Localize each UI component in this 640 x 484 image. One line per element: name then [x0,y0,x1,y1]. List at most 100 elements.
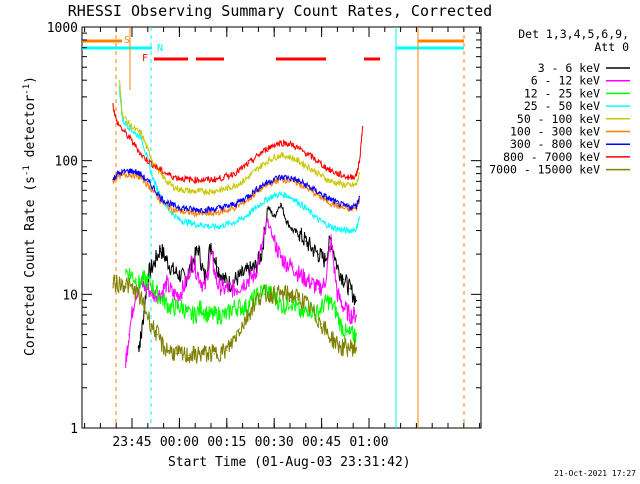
data-point [204,209,206,211]
data-point [166,173,168,175]
x-axis: 23:45 00:00 00:15 00:30 00:45 01:00 [84,27,481,450]
legend-header-attenuator: Att 0 [594,40,629,54]
data-point [163,346,165,349]
data-point [216,226,218,228]
data-point [182,354,184,356]
data-point [355,184,357,186]
data-point [273,180,275,182]
series-line [112,170,360,218]
data-point [191,222,193,224]
series-line [112,102,364,185]
data-point [197,179,199,181]
data-point [172,176,174,178]
data-point [324,259,326,261]
data-point [267,184,269,186]
legend-header-detectors: Det 1,3,4,5,6,9, [518,27,629,41]
data-point [172,270,174,272]
x-axis-label: Start Time (01-Aug-03 23:31:42) [168,455,411,470]
data-point [264,293,266,295]
data-point [314,314,316,316]
data-point [229,209,231,211]
data-point [286,142,288,144]
data-point [210,253,212,255]
data-point [216,266,218,268]
data-point [305,240,307,242]
data-point [213,353,215,355]
data-point [153,164,155,167]
data-point [311,283,313,285]
data-point [324,177,326,179]
data-point [245,306,247,308]
data-point [197,190,199,192]
data-point [254,170,256,172]
data-point [343,175,345,177]
data-point [311,156,313,158]
data-point [194,314,196,316]
data-point [197,224,199,226]
data-point [349,185,351,187]
data-point [235,171,237,173]
data-point [362,125,364,128]
data-point [137,283,139,285]
plot-frame [81,26,482,429]
data-point [226,349,228,352]
data-point [336,202,338,204]
data-point [279,256,282,258]
x-tick-label: 00:15 [207,435,246,450]
data-point [267,147,269,149]
data-point [292,144,294,146]
data-point [112,179,114,181]
data-point [172,186,174,188]
data-point [200,353,203,355]
data-point [140,334,143,336]
data-point [178,188,180,190]
data-point [324,283,326,285]
data-point [349,230,351,232]
data-point [238,328,240,330]
data-point [185,178,187,180]
data-point [330,180,332,182]
data-point [251,306,253,308]
data-point [336,293,338,295]
data-point [308,306,310,308]
data-point [140,132,143,134]
data-point [134,132,136,134]
data-point [273,178,275,180]
data-point [327,299,329,301]
data-point [343,205,345,207]
data-point [115,174,117,176]
series-line [137,203,357,353]
legend-label: 12 - 25 keV [524,86,600,100]
data-point [147,160,149,162]
data-point [131,274,133,276]
series-0 [137,202,357,353]
flare-flag-label: F [142,53,148,64]
data-point [210,209,212,211]
data-point [324,199,326,201]
data-point [169,349,171,352]
x-tick-label: 00:30 [255,435,294,450]
data-point [197,248,199,250]
data-point [147,149,149,151]
data-point [343,230,345,232]
data-point [213,314,215,316]
data-point [156,334,158,336]
data-point [358,216,361,218]
data-point [172,205,174,207]
saa-flag-label: S [124,35,130,46]
data-point [340,346,342,349]
data-point [292,266,294,268]
data-point [121,119,124,121]
data-point [223,188,225,190]
data-point [229,222,231,224]
data-point [121,129,124,131]
data-point [210,179,212,181]
data-point [355,174,357,176]
data-point [137,293,139,295]
data-point [147,184,149,186]
data-point [349,288,351,290]
data-point [333,306,335,308]
data-point [191,209,193,211]
series-line [112,168,360,214]
data-point [298,183,301,185]
